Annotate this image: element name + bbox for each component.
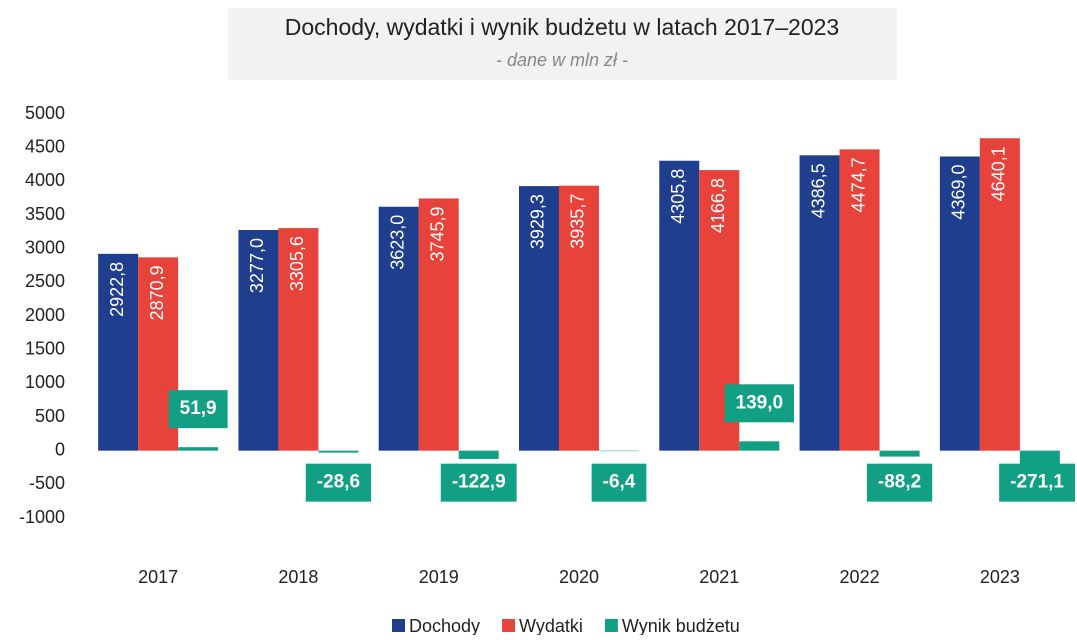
bar xyxy=(739,441,779,450)
y-tick-label: 500 xyxy=(35,406,65,426)
y-tick-label: -1000 xyxy=(19,507,65,527)
y-tick-label: 1000 xyxy=(25,372,65,392)
value-label: -28,6 xyxy=(317,472,360,493)
y-tick-label: 1500 xyxy=(25,338,65,358)
value-label: 2922,8 xyxy=(107,262,127,317)
y-tick-label: 5000 xyxy=(25,103,65,123)
value-label: 3623,0 xyxy=(387,215,407,270)
legend-swatch xyxy=(605,619,618,632)
value-label: 3305,6 xyxy=(287,236,307,291)
legend-swatch xyxy=(392,619,405,632)
y-tick-label: 2500 xyxy=(25,271,65,291)
value-label: 4474,7 xyxy=(848,157,868,212)
value-label: 2870,9 xyxy=(147,265,167,320)
y-tick-label: 3500 xyxy=(25,204,65,224)
x-tick-label: 2017 xyxy=(138,567,178,587)
value-label: 3745,9 xyxy=(427,206,447,261)
value-label: 4640,1 xyxy=(989,146,1009,201)
bar xyxy=(880,451,920,457)
value-label: -88,2 xyxy=(878,472,921,493)
legend-swatch xyxy=(502,619,515,632)
value-label: 3935,7 xyxy=(568,194,588,249)
y-tick-label: 4000 xyxy=(25,170,65,190)
bar xyxy=(459,451,499,459)
y-tick-label: 2000 xyxy=(25,305,65,325)
legend-label: Dochody xyxy=(409,616,480,635)
value-label: -122,9 xyxy=(452,472,506,493)
chart-subtitle: - dane w mln zł - xyxy=(496,50,628,70)
x-tick-label: 2021 xyxy=(699,567,739,587)
value-label: 4386,5 xyxy=(808,163,828,218)
legend-label: Wynik budżetu xyxy=(622,616,740,635)
y-tick-label: 3000 xyxy=(25,237,65,257)
chart-title: Dochody, wydatki i wynik budżetu w latac… xyxy=(285,14,839,40)
bar xyxy=(318,451,358,453)
value-label: 139,0 xyxy=(736,392,784,413)
y-tick-label: 4500 xyxy=(25,136,65,156)
x-tick-label: 2023 xyxy=(980,567,1020,587)
y-tick-label: -500 xyxy=(29,473,65,493)
x-tick-label: 2018 xyxy=(278,567,318,587)
legend-label: Wydatki xyxy=(519,616,583,635)
value-label: 3277,0 xyxy=(247,238,267,293)
x-tick-label: 2022 xyxy=(840,567,880,587)
value-label: 4166,8 xyxy=(708,178,728,233)
value-label: -6,4 xyxy=(603,472,636,493)
x-tick-label: 2019 xyxy=(419,567,459,587)
value-label: 3929,3 xyxy=(528,194,548,249)
x-tick-label: 2020 xyxy=(559,567,599,587)
value-label: 51,9 xyxy=(180,398,217,419)
value-label: -271,1 xyxy=(1010,472,1064,493)
value-label: 4369,0 xyxy=(949,164,969,219)
value-label: 4305,8 xyxy=(668,169,688,224)
bar xyxy=(178,447,218,450)
y-tick-label: 0 xyxy=(55,439,65,459)
